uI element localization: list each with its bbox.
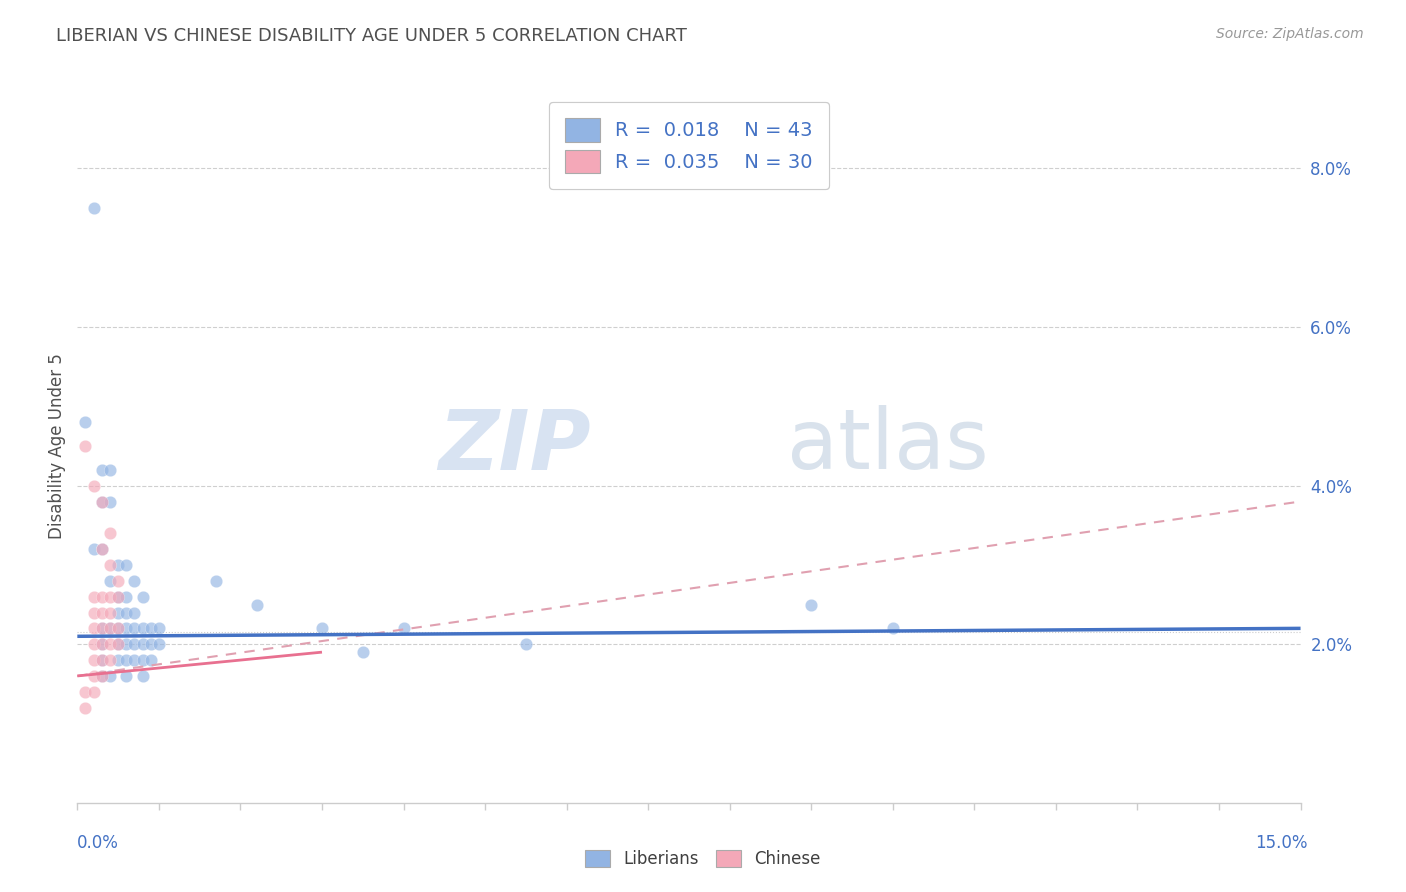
Point bbox=[205, 574, 228, 588]
Point bbox=[98, 558, 121, 572]
Point bbox=[124, 621, 146, 635]
Point bbox=[98, 637, 121, 651]
Text: 15.0%: 15.0% bbox=[1256, 834, 1308, 852]
Point bbox=[98, 590, 121, 604]
Point bbox=[139, 621, 162, 635]
Text: atlas: atlas bbox=[787, 406, 988, 486]
Point bbox=[83, 685, 105, 699]
Point bbox=[139, 637, 162, 651]
Point bbox=[90, 606, 112, 620]
Point bbox=[107, 558, 129, 572]
Point bbox=[131, 653, 153, 667]
Point bbox=[115, 621, 138, 635]
Point bbox=[107, 637, 129, 651]
Point bbox=[107, 590, 129, 604]
Point bbox=[98, 606, 121, 620]
Point bbox=[90, 621, 112, 635]
Point bbox=[115, 669, 138, 683]
Point bbox=[107, 637, 129, 651]
Point bbox=[515, 637, 537, 651]
Point bbox=[90, 494, 112, 508]
Legend: R =  0.018    N = 43, R =  0.035    N = 30: R = 0.018 N = 43, R = 0.035 N = 30 bbox=[550, 103, 828, 189]
Point bbox=[115, 653, 138, 667]
Point bbox=[124, 653, 146, 667]
Point bbox=[115, 606, 138, 620]
Point bbox=[107, 574, 129, 588]
Point bbox=[90, 542, 112, 557]
Point bbox=[107, 653, 129, 667]
Point bbox=[90, 590, 112, 604]
Y-axis label: Disability Age Under 5: Disability Age Under 5 bbox=[48, 353, 66, 539]
Point bbox=[90, 463, 112, 477]
Point bbox=[75, 415, 97, 429]
Text: 0.0%: 0.0% bbox=[77, 834, 120, 852]
Point bbox=[90, 494, 112, 508]
Point bbox=[107, 590, 129, 604]
Point bbox=[83, 201, 105, 215]
Point bbox=[392, 621, 415, 635]
Point bbox=[98, 621, 121, 635]
Point bbox=[98, 621, 121, 635]
Point bbox=[131, 637, 153, 651]
Text: ZIP: ZIP bbox=[439, 406, 591, 486]
Point bbox=[131, 590, 153, 604]
Point bbox=[83, 637, 105, 651]
Point bbox=[83, 478, 105, 492]
Point bbox=[98, 574, 121, 588]
Point bbox=[246, 598, 269, 612]
Point bbox=[90, 669, 112, 683]
Point bbox=[131, 669, 153, 683]
Point bbox=[90, 653, 112, 667]
Point bbox=[124, 606, 146, 620]
Point bbox=[882, 621, 904, 635]
Point bbox=[98, 669, 121, 683]
Point bbox=[124, 637, 146, 651]
Point bbox=[83, 606, 105, 620]
Point bbox=[83, 542, 105, 557]
Point bbox=[90, 669, 112, 683]
Text: Source: ZipAtlas.com: Source: ZipAtlas.com bbox=[1216, 27, 1364, 41]
Point bbox=[90, 637, 112, 651]
Point bbox=[98, 463, 121, 477]
Point bbox=[311, 621, 333, 635]
Point bbox=[90, 653, 112, 667]
Point bbox=[139, 653, 162, 667]
Point bbox=[115, 590, 138, 604]
Point bbox=[107, 621, 129, 635]
Point bbox=[83, 590, 105, 604]
Point bbox=[148, 621, 170, 635]
Point bbox=[800, 598, 823, 612]
Point bbox=[148, 637, 170, 651]
Point bbox=[83, 653, 105, 667]
Point bbox=[75, 439, 97, 453]
Point bbox=[98, 653, 121, 667]
Point bbox=[90, 542, 112, 557]
Text: LIBERIAN VS CHINESE DISABILITY AGE UNDER 5 CORRELATION CHART: LIBERIAN VS CHINESE DISABILITY AGE UNDER… bbox=[56, 27, 688, 45]
Point bbox=[107, 606, 129, 620]
Point bbox=[352, 645, 374, 659]
Point bbox=[83, 669, 105, 683]
Point bbox=[75, 685, 97, 699]
Point bbox=[107, 621, 129, 635]
Point bbox=[83, 621, 105, 635]
Legend: Liberians, Chinese: Liberians, Chinese bbox=[579, 843, 827, 875]
Point bbox=[131, 621, 153, 635]
Point bbox=[90, 637, 112, 651]
Point bbox=[75, 700, 97, 714]
Point bbox=[98, 526, 121, 541]
Point bbox=[115, 637, 138, 651]
Point bbox=[98, 494, 121, 508]
Point bbox=[90, 621, 112, 635]
Point bbox=[115, 558, 138, 572]
Point bbox=[124, 574, 146, 588]
